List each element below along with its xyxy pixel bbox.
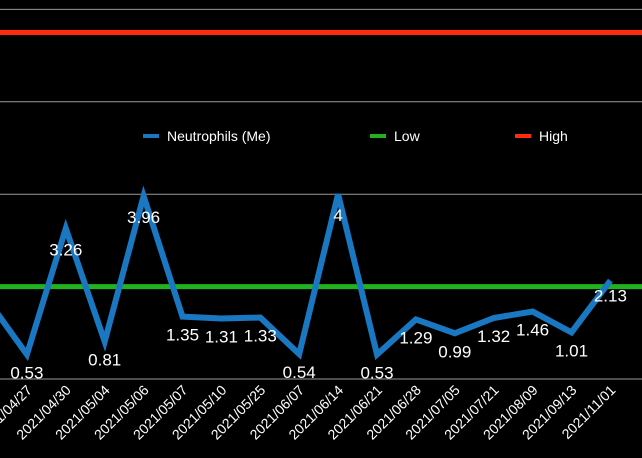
data-labels: 1.70.533.260.813.961.351.311.330.5440.53… [10,206,627,383]
data-label: 4 [333,206,342,225]
data-label: 1.29 [399,328,432,347]
series-line [0,185,613,362]
data-label: 0.53 [10,364,43,383]
data-label: 0.99 [438,342,471,361]
data-label: 2.13 [594,287,627,306]
legend-item: Low [370,128,421,144]
data-label: 0.54 [283,363,316,382]
data-label: 0.81 [88,351,121,370]
reference-lines [0,30,642,290]
data-label: 1.46 [516,321,549,340]
data-label: 0.53 [360,364,393,383]
data-label: 3.26 [49,240,82,259]
legend-item: Neutrophils (Me) [143,128,270,144]
data-label: 1.31 [205,327,238,346]
legend: Neutrophils (Me) Low High [143,128,568,144]
data-label: 1.01 [555,341,588,360]
data-label: 3.96 [127,208,160,227]
x-axis-tick-labels: 2021/04/232021/04/272021/04/302021/05/04… [0,382,619,443]
legend-label: Neutrophils (Me) [167,128,270,144]
legend-item: High [515,128,568,144]
data-label: 1.35 [166,326,199,345]
legend-label: High [539,128,568,144]
data-label: 1.32 [477,327,510,346]
data-label: 1.33 [244,327,277,346]
legend-label: Low [394,128,421,144]
